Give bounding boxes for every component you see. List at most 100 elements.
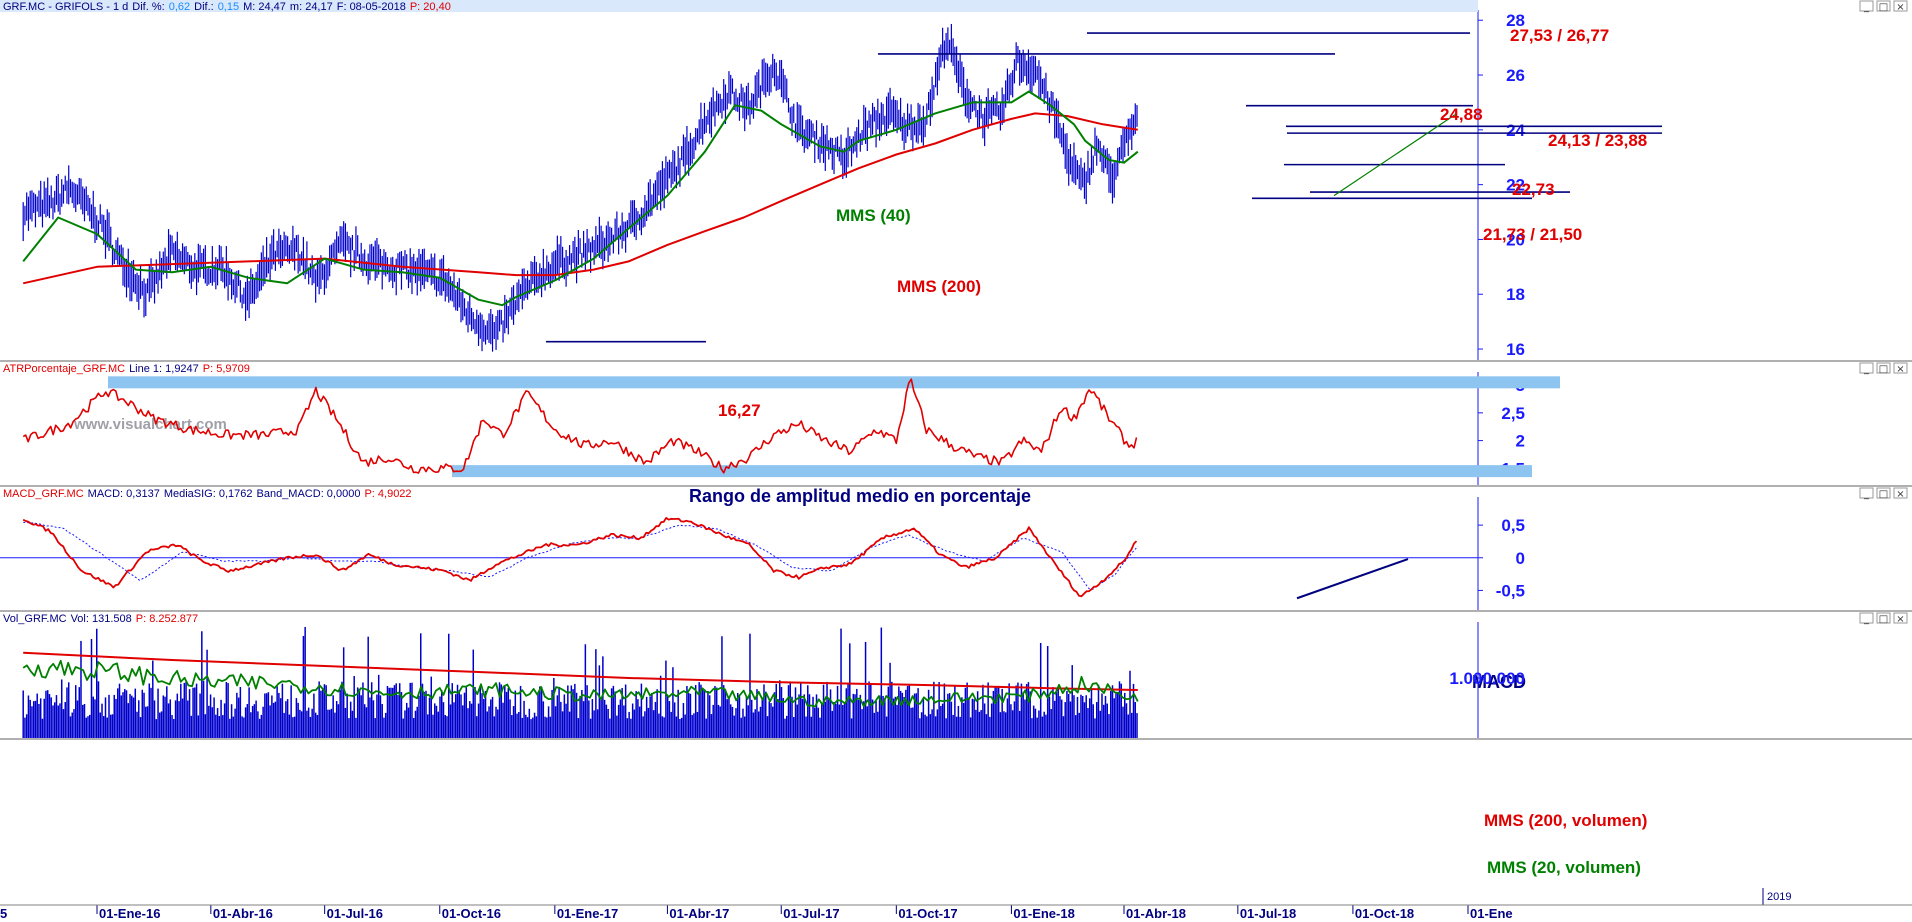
x-tick-label: 01-Abr-18 — [1126, 906, 1186, 921]
header-part: P: 8.252.877 — [136, 613, 198, 625]
price-bars — [22, 23, 1138, 352]
x-tick-label: 01-Oct-18 — [1355, 906, 1414, 921]
panel-header-text: Vol_GRF.MC Vol: 131.508 P: 8.252.877 — [3, 613, 198, 625]
price-annotation: MMS (40) — [836, 206, 911, 225]
x-tick-label: 01-Ene-17 — [557, 906, 618, 921]
y-tick-label: 26 — [1506, 66, 1525, 85]
price-panel: 16 18 20 22 24 26 28 MMS (40) MMS (200) 27,53 / 2… — [0, 10, 1912, 433]
close-icon[interactable] — [1893, 0, 1908, 12]
minimize-icon[interactable]: _ — [1863, 614, 1870, 625]
x-tick-label: 01-Abr-17 — [669, 906, 729, 921]
minimize-icon[interactable]: _ — [1863, 364, 1870, 375]
panel-header-text: MACD_GRF.MC MACD: 0,3137 MediaSIG: 0,1762 B… — [3, 488, 412, 500]
trend-line — [1333, 112, 1458, 197]
restore-icon[interactable]: □ — [1879, 364, 1888, 375]
header-part: Vol: 131.508 — [71, 613, 132, 625]
volume-panel: 1.000.000 MMS (200, volumen) MMS (20, volu… — [0, 622, 1912, 877]
x-tick-label: 01-Ene — [1470, 906, 1513, 921]
header-part: 0,15 — [218, 1, 239, 13]
y-tick-label: 28 — [1506, 11, 1525, 30]
vol-mms200-line — [23, 651, 1138, 691]
header-part: M: 24,47 — [243, 1, 286, 13]
year-label: 2019 — [1767, 891, 1791, 903]
close-icon[interactable]: × — [1896, 614, 1904, 625]
mms200-line — [22, 112, 1138, 285]
minimize-icon[interactable] — [1859, 0, 1874, 12]
vol-annotation: MMS (200, volumen) — [1484, 811, 1647, 830]
vol-mms20-line — [22, 659, 1139, 708]
x-tick-label: 01-Jul-18 — [1240, 906, 1296, 921]
x-tick-label: 5 — [0, 906, 7, 921]
header-part: F: 08-05-2018 — [337, 1, 406, 13]
y-tick-label: -0,5 — [1496, 581, 1525, 600]
close-icon[interactable]: × — [1896, 364, 1904, 375]
x-tick-label: 01-Jul-16 — [327, 906, 383, 921]
minimize-icon[interactable] — [1859, 362, 1874, 374]
close-icon[interactable]: × — [1896, 489, 1904, 500]
restore-icon[interactable]: □ — [1879, 2, 1888, 13]
atr-upper-band — [108, 376, 1560, 389]
x-tick-label: 01-Oct-16 — [442, 906, 501, 921]
x-tick-label: 01-Ene-16 — [99, 906, 160, 921]
restore-icon[interactable] — [1876, 0, 1891, 12]
header-part: P: 4,9022 — [364, 488, 411, 500]
header-part: Band_MACD: 0,0000 — [257, 488, 361, 500]
minimize-icon[interactable] — [1859, 487, 1874, 499]
atr-line — [22, 378, 1138, 474]
header-part: 0,62 — [169, 1, 190, 13]
header-part: Vol_GRF.MC — [3, 613, 67, 625]
y-tick-label: 24 — [1506, 121, 1525, 140]
macd-panel: -0,5 0 0,5 MACD — [0, 497, 1912, 692]
price-annotation: 27,53 / 26,77 — [1510, 26, 1609, 45]
header-part: P: 20,40 — [410, 1, 451, 13]
watermark-text: www.visualchart.com — [73, 416, 227, 433]
x-tick-label: 01-Ene-18 — [1013, 906, 1074, 921]
atr-lower-band — [452, 465, 1532, 478]
close-icon[interactable] — [1893, 487, 1908, 499]
price-annotation: 22,73 — [1512, 180, 1555, 199]
header-part: Dif.: — [194, 1, 214, 13]
y-tick-label: 22 — [1506, 176, 1525, 195]
x-axis: 01-Ene-16 01-Abr-16 01-Jul-16 01-Oct-16 01-E… — [0, 888, 1912, 921]
macd-line — [22, 517, 1138, 598]
y-tick-label: 20 — [1506, 230, 1525, 249]
close-icon[interactable]: × — [1896, 2, 1904, 13]
minimize-icon[interactable] — [1859, 612, 1874, 624]
y-tick-label: 0,5 — [1501, 516, 1525, 535]
header-part: Line 1: 1,9247 — [129, 363, 199, 375]
close-icon[interactable] — [1893, 362, 1908, 374]
volume-bars — [22, 627, 1138, 738]
y-tick-label: 0 — [1516, 549, 1525, 568]
y-tick-label: 1.000.000 — [1449, 669, 1525, 688]
x-tick-label: 01-Abr-16 — [213, 906, 273, 921]
restore-icon[interactable]: □ — [1879, 489, 1888, 500]
y-tick-label: 2,5 — [1501, 404, 1525, 423]
vol-annotation: MMS (20, volumen) — [1487, 858, 1641, 877]
minimize-icon[interactable]: _ — [1863, 2, 1870, 13]
header-part: P: 5,9709 — [203, 363, 250, 375]
header-part: MACD_GRF.MC — [3, 488, 84, 500]
macd-signal-line — [23, 521, 1139, 590]
price-annotation: MMS (200) — [897, 277, 981, 296]
restore-icon[interactable]: □ — [1879, 614, 1888, 625]
macd-annotation: MACD — [1472, 672, 1526, 692]
header-part: GRF.MC - GRIFOLS - 1 d — [3, 1, 128, 13]
header-part: MACD: 0,3137 — [88, 488, 160, 500]
minimize-icon[interactable]: _ — [1863, 489, 1870, 500]
price-annotation: 24,13 / 23,88 — [1548, 131, 1647, 150]
price-annotation: 21,73 / 21,50 — [1483, 225, 1582, 244]
price-annotation: 16,27 — [718, 401, 761, 420]
mms40-line — [22, 90, 1139, 307]
x-tick-label: 01-Jul-17 — [783, 906, 839, 921]
header-part: ATRPorcentaje_GRF.MC — [3, 363, 125, 375]
panel-header-text: GRF.MC - GRIFOLS - 1 d Dif. %: 0,62 Dif.: 0,… — [3, 1, 451, 13]
restore-icon[interactable] — [1876, 612, 1891, 624]
restore-icon[interactable] — [1876, 362, 1891, 374]
y-tick-label: 16 — [1506, 340, 1525, 359]
restore-icon[interactable] — [1876, 487, 1891, 499]
atr-annotation: Rango de amplitud medio en porcentaje — [689, 486, 1031, 506]
close-icon[interactable] — [1893, 612, 1908, 624]
x-tick-label: 01-Oct-17 — [898, 906, 957, 921]
header-part: MediaSIG: 0,1762 — [164, 488, 253, 500]
